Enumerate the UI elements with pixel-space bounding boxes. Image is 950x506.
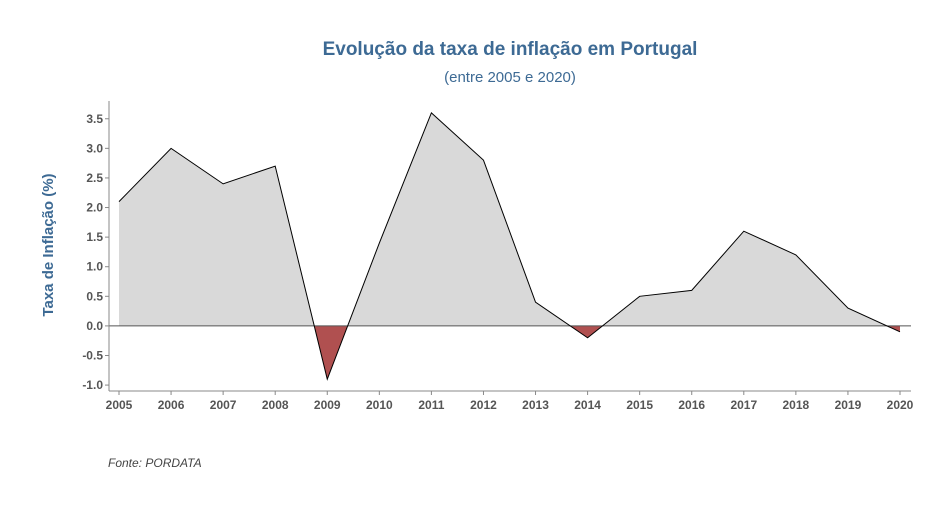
negative-area-1: [314, 325, 348, 380]
y-tick-label-3.5: 3.5: [86, 112, 103, 126]
y-tick-label-1.0: 1.0: [86, 260, 103, 274]
y-tick-label-3.0: 3.0: [86, 141, 103, 155]
negative-area-3: [570, 325, 603, 338]
x-tick-label-2020: 2020: [887, 398, 914, 412]
y-tick-label-2.5: 2.5: [86, 171, 103, 185]
x-tick-label-2006: 2006: [158, 398, 185, 412]
y-tick-label--1.0: -1.0: [82, 378, 103, 392]
x-tick-label-2017: 2017: [730, 398, 757, 412]
x-tick-label-2019: 2019: [835, 398, 862, 412]
y-tick-label-0.5: 0.5: [86, 289, 103, 303]
x-tick-label-2011: 2011: [418, 398, 444, 412]
x-tick-label-2007: 2007: [210, 398, 237, 412]
x-tick-label-2008: 2008: [262, 398, 289, 412]
x-tick-label-2012: 2012: [470, 398, 497, 412]
y-tick-label-0.0: 0.0: [86, 319, 103, 333]
y-tick-label-1.5: 1.5: [86, 230, 103, 244]
x-axis-ticks: 2005 2006 2007 2008 2009 2010 2011 2012 2013 2014…: [106, 391, 914, 412]
chart-title: Evolução da taxa de inflação em Portugal: [323, 39, 698, 60]
x-tick-label-2013: 2013: [522, 398, 549, 412]
positive-area-2: [347, 112, 571, 326]
y-tick-label--0.5: -0.5: [82, 348, 103, 362]
positive-area-0: [119, 148, 315, 326]
y-axis-ticks: -1.0 -0.5 0.0 0.5 1.0 1.5 2.0 2.5 3.0 3.5: [82, 112, 109, 392]
chart-subtitle: (entre 2005 e 2020): [444, 69, 576, 86]
y-axis-label: Taxa de Inflação (%): [40, 173, 57, 316]
x-tick-label-2005: 2005: [106, 398, 133, 412]
x-tick-label-2015: 2015: [626, 398, 653, 412]
source-note: Fonte: PORDATA: [108, 456, 202, 470]
y-tick-label-2.0: 2.0: [86, 201, 103, 215]
positive-area-4: [602, 231, 887, 326]
area-layer: [119, 112, 900, 380]
inflation-line: [118, 111, 901, 381]
x-tick-label-2010: 2010: [366, 398, 393, 412]
x-tick-label-2009: 2009: [314, 398, 341, 412]
x-tick-label-2014: 2014: [574, 398, 601, 412]
x-tick-label-2016: 2016: [678, 398, 705, 412]
x-tick-label-2018: 2018: [783, 398, 810, 412]
